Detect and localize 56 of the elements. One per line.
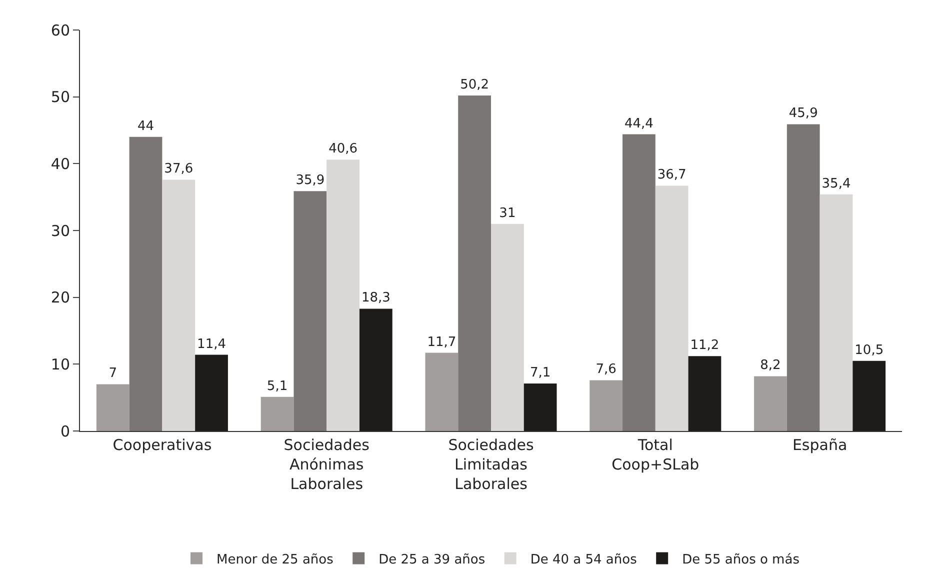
data-label: 8,2 <box>760 358 781 374</box>
data-label: 40,6 <box>328 142 358 157</box>
bar <box>195 354 228 431</box>
x-tick-label: Total Coop+SLab <box>612 436 700 474</box>
x-tick-label: Sociedades Limitadas Laborales <box>448 436 534 493</box>
bar <box>524 384 557 431</box>
data-label: 44,4 <box>624 116 654 132</box>
y-tick-label: 60 <box>50 21 70 40</box>
bar <box>622 134 656 431</box>
data-label: 37,6 <box>164 162 194 177</box>
bar <box>590 380 623 431</box>
data-label: 10,5 <box>854 342 884 358</box>
bar <box>96 384 130 431</box>
y-tick-label: 0 <box>60 422 70 440</box>
data-label: 11,2 <box>690 338 720 354</box>
data-label: 7 <box>108 366 118 382</box>
data-label: 35,9 <box>296 173 325 188</box>
bar <box>820 194 853 431</box>
bar <box>655 186 688 431</box>
data-label: 7,1 <box>530 366 551 381</box>
legend-label: De 25 a 39 años <box>378 552 486 568</box>
bar <box>326 160 360 431</box>
data-label: 18,3 <box>361 290 390 306</box>
y-tick-label: 10 <box>50 355 70 374</box>
bar <box>260 396 294 431</box>
data-label: 11,7 <box>427 334 456 350</box>
data-label: 50,2 <box>460 78 490 92</box>
y-tick-label: 20 <box>50 288 70 307</box>
x-tick-label: España <box>792 436 848 454</box>
data-label: 7,6 <box>596 362 616 378</box>
legend-label: De 40 a 54 años <box>530 552 638 568</box>
data-label: 44 <box>137 118 154 134</box>
bar <box>852 360 886 431</box>
data-label: 36,7 <box>657 168 686 183</box>
y-tick-label: 40 <box>50 154 70 173</box>
bar <box>294 191 327 431</box>
x-tick-label: Cooperativas <box>112 436 212 454</box>
bar <box>425 352 458 431</box>
bar <box>359 308 392 431</box>
legend-label: Menor de 25 años <box>216 552 334 568</box>
legend-label: De 55 años o más <box>682 552 800 568</box>
data-label: 35,4 <box>822 176 851 192</box>
bar <box>491 224 524 431</box>
data-label: 31 <box>499 206 516 221</box>
y-tick-label: 30 <box>50 222 70 240</box>
data-label: 45,9 <box>788 106 818 122</box>
bar <box>786 124 820 431</box>
data-label: 11,4 <box>197 336 226 352</box>
bar <box>129 136 162 431</box>
bar <box>458 96 491 431</box>
y-tick-label: 50 <box>50 88 70 106</box>
bar <box>688 356 722 431</box>
bar <box>162 180 196 431</box>
bar <box>754 376 787 431</box>
x-tick-label: Sociedades Anónimas Laborales <box>284 436 370 493</box>
data-label: 5,1 <box>266 378 288 394</box>
